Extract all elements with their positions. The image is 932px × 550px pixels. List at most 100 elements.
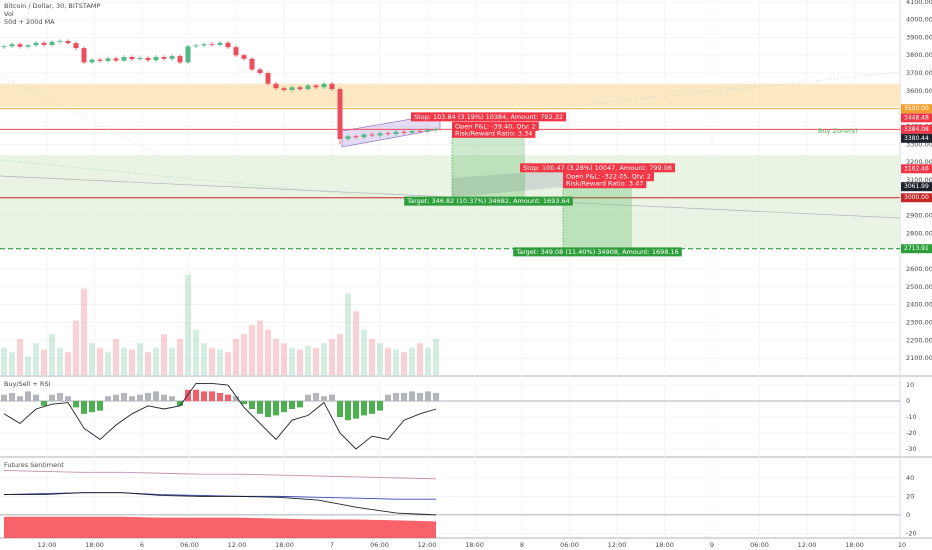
volume-bar xyxy=(169,347,175,375)
histogram-bar xyxy=(289,401,295,409)
histogram-bar xyxy=(209,391,215,401)
x-tick-label: 10 xyxy=(898,541,906,549)
x-tick-label: 18:00 xyxy=(655,541,674,549)
price-label: 3061.99 xyxy=(904,183,929,190)
volume-bar xyxy=(417,343,423,375)
volume-bar xyxy=(353,311,359,375)
label-bg xyxy=(520,163,675,173)
volume-bar xyxy=(201,343,207,375)
candle-body xyxy=(345,136,351,139)
label-bg xyxy=(563,172,654,182)
histogram-bar xyxy=(41,401,47,406)
histogram-bar xyxy=(305,394,311,401)
volume-bar xyxy=(233,338,239,375)
target-zone xyxy=(452,136,525,199)
histogram-bar xyxy=(25,391,31,401)
volume-bar xyxy=(225,352,231,375)
candle-body xyxy=(1,46,7,48)
y-tick-label: 2300.00 xyxy=(906,318,932,326)
y-tick-label: 2100.00 xyxy=(906,354,932,362)
price-label-bg xyxy=(901,133,932,143)
projection xyxy=(452,170,563,197)
histogram-bar xyxy=(73,401,79,408)
volume-bar xyxy=(281,343,287,375)
histogram-bar xyxy=(257,401,263,414)
candle-body xyxy=(249,58,255,70)
price-label-bg xyxy=(901,244,932,254)
volume-bar xyxy=(97,347,103,375)
y-tick-label: 0 xyxy=(906,511,910,519)
candle-body xyxy=(169,56,175,59)
label-bg xyxy=(513,247,682,257)
histogram-bar xyxy=(417,393,423,401)
pane-title: Buy/Sell + RSI xyxy=(4,380,51,388)
zone xyxy=(0,83,900,107)
volume-bar xyxy=(393,349,399,375)
volume-bar xyxy=(289,347,295,375)
histogram-bar xyxy=(425,391,431,401)
histogram-bar xyxy=(17,396,23,401)
histogram-bar xyxy=(177,401,183,406)
candle-body xyxy=(329,83,335,90)
candle-body xyxy=(425,130,431,132)
x-tick-label: 06:00 xyxy=(370,541,389,549)
candle-body xyxy=(161,57,167,59)
candle-body xyxy=(273,83,279,89)
y-tick-label: 4000.00 xyxy=(906,16,932,24)
volume-bar xyxy=(73,320,79,375)
label: Open P&L: -322.05, Qty: 2 xyxy=(566,173,651,181)
candle-body xyxy=(233,47,239,56)
trend-line xyxy=(0,159,461,206)
histogram-bar xyxy=(201,391,207,401)
price-label: 3384.08 xyxy=(904,126,929,133)
x-tick-label: 06:00 xyxy=(750,541,769,549)
volume-bar xyxy=(81,288,87,375)
candle-body xyxy=(393,131,399,134)
histogram-bar xyxy=(49,394,55,401)
sentiment-line xyxy=(3,470,437,480)
volume-bar xyxy=(185,275,191,375)
candle-body xyxy=(385,133,391,135)
label: Target: 349.08 (11.40%) 34908, Amount: 1… xyxy=(515,248,679,256)
histogram-bar xyxy=(297,401,303,408)
price-label: 3380.44 xyxy=(904,135,929,142)
price-label: 3000.00 xyxy=(904,194,929,201)
histogram-bar xyxy=(249,401,255,409)
y-tick-label: 2400.00 xyxy=(906,301,932,309)
volume-bar xyxy=(329,338,335,375)
candle-body xyxy=(185,46,191,63)
candle-body xyxy=(153,57,159,61)
histogram-bar xyxy=(433,393,439,401)
x-tick-label: 8 xyxy=(520,541,524,549)
candle-body xyxy=(321,83,327,88)
y-tick-label: -10 xyxy=(906,413,917,421)
chart-title: Bitcoin / Dollar, 30, BITSTAMP xyxy=(4,2,100,10)
candle-body xyxy=(417,130,423,132)
sentiment-line xyxy=(4,492,437,516)
x-tick-label: 18:00 xyxy=(85,541,104,549)
y-tick-label: 3300.00 xyxy=(906,140,932,148)
y-tick-label: 2800.00 xyxy=(906,229,932,237)
histogram-bar xyxy=(81,401,87,414)
volume-bar xyxy=(273,338,279,375)
y-tick-label: -20 xyxy=(906,529,917,537)
indicator-line xyxy=(3,382,437,450)
label: Stop: 103.84 (3.19%) 10384, Amount: 792.… xyxy=(414,113,563,121)
histogram-bar xyxy=(153,391,159,401)
candle-body xyxy=(9,44,15,47)
candle-body xyxy=(65,40,71,44)
x-tick-label: 12:00 xyxy=(608,541,627,549)
volume-bar xyxy=(337,334,343,375)
indicator-label: Vol xyxy=(4,10,14,18)
y-tick-label: 2600.00 xyxy=(906,265,932,273)
candle-body xyxy=(289,87,295,90)
histogram-bar xyxy=(121,393,127,401)
histogram-bar xyxy=(185,389,191,401)
histogram-bar xyxy=(169,396,175,401)
volume-bar xyxy=(313,347,319,375)
volume-bar xyxy=(321,343,327,375)
volume-bar xyxy=(209,347,215,375)
candle-body xyxy=(265,73,271,84)
volume-bar xyxy=(361,329,367,375)
